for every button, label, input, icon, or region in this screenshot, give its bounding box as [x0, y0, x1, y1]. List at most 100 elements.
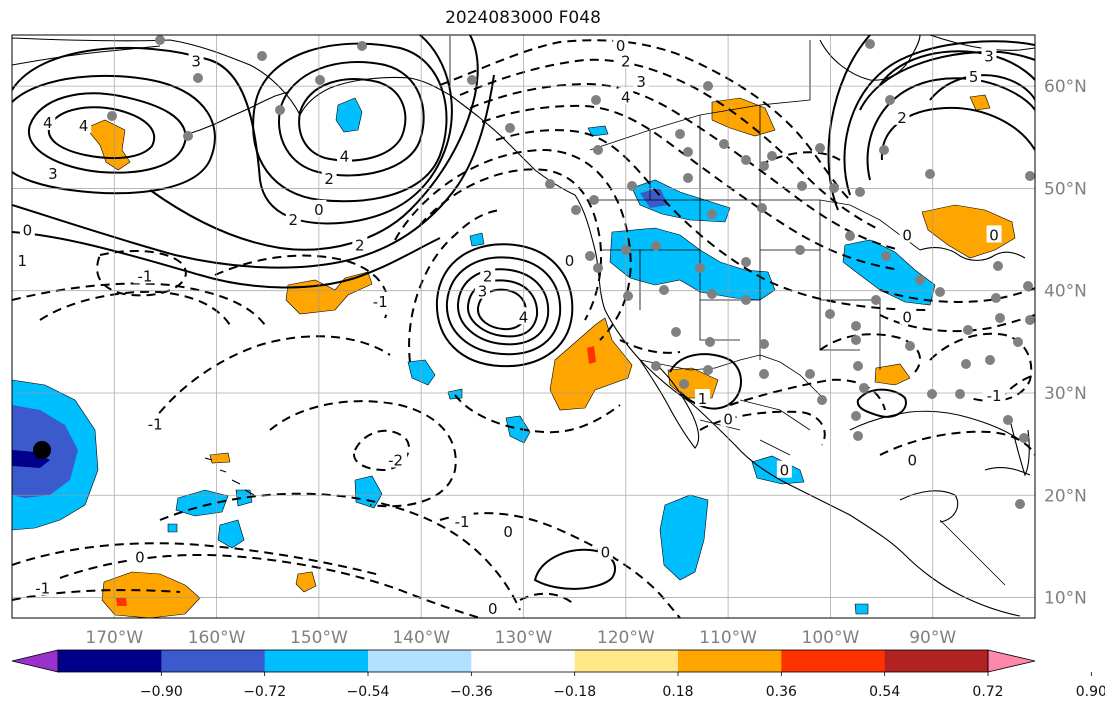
contour-label-bg — [720, 409, 736, 427]
colorbar-tick-labels: −0.90 −0.72 −0.54 −0.36 −0.18 0.18 0.36 0.54 0.7… — [140, 672, 1105, 700]
contour-label: 0 — [601, 544, 611, 562]
solid-contour — [278, 61, 425, 177]
dashed-contour — [759, 151, 841, 166]
positive-anomaly-area — [874, 363, 911, 386]
lat-tick-label: 20°N — [1044, 486, 1087, 506]
lat-tick-label: 60°N — [1044, 77, 1087, 97]
contour-label-bg — [14, 251, 30, 269]
negative-anomaly-area — [167, 523, 178, 533]
contour-label: 0 — [503, 523, 513, 541]
positive-anomaly-area — [285, 271, 373, 315]
contour-label-bg — [776, 460, 792, 478]
dashed-contour — [12, 589, 181, 601]
negative-anomaly-area — [640, 188, 668, 208]
dashed-contour — [96, 249, 187, 297]
contour-label-bg — [480, 266, 496, 284]
contour-label-bg — [695, 389, 711, 407]
colorbar-segment — [678, 650, 782, 672]
contour-label-bg — [894, 107, 910, 125]
contour-label: 0 — [902, 226, 912, 244]
contour-label-bg — [904, 450, 920, 468]
negative-anomaly-area — [447, 388, 463, 400]
lat-tick-label: 50°N — [1044, 179, 1087, 199]
colorbar — [11, 649, 1036, 673]
contour-label-bg — [613, 36, 629, 54]
colorbar-tick-label: 0.36 — [766, 684, 797, 700]
negative-anomaly-area — [217, 519, 245, 549]
contour-label-bg — [500, 522, 516, 540]
colorbar-frame — [57, 649, 989, 673]
lon-tick-label: 100°W — [802, 628, 860, 648]
map-title: 2024083000 F048 — [445, 8, 601, 28]
contour-label: 3 — [191, 53, 201, 71]
contour-label-bg — [475, 281, 491, 299]
colorbar-segment — [368, 650, 472, 672]
solid-contour — [929, 74, 1035, 101]
contour-label: 1 — [698, 390, 708, 408]
contour-label-bg — [618, 87, 634, 105]
contour-label-bg — [597, 542, 613, 560]
map-frame — [11, 34, 1036, 619]
dashed-contour — [699, 410, 826, 446]
contour-label: 3 — [984, 47, 994, 65]
florida — [1009, 419, 1030, 477]
contour-label: 0 — [780, 462, 790, 480]
contour-label: -2 — [388, 451, 403, 469]
contour-label-bg — [336, 146, 352, 164]
solid-contour — [533, 548, 617, 590]
dashed-contour — [12, 542, 381, 576]
contour-label: 2 — [483, 267, 493, 285]
contour-label-bg — [368, 291, 392, 309]
contour-label: 2 — [897, 109, 907, 127]
dashed-contour — [469, 82, 901, 251]
positive-anomaly-area — [101, 571, 201, 618]
bering-coast — [12, 45, 161, 66]
positive-anomaly-area — [549, 317, 633, 411]
contour-label-bg — [143, 414, 167, 432]
negative-anomaly-area-deep — [12, 450, 50, 468]
contour-label: 3 — [48, 165, 58, 183]
solid-contour — [149, 35, 479, 251]
lon-tick-label: 150°W — [290, 628, 348, 648]
canada-provinces — [589, 40, 811, 200]
solid-contour — [435, 243, 574, 368]
lat-tick-label: 10°N — [1044, 589, 1087, 609]
contour-label-bg — [321, 169, 337, 187]
contour-label: -1 — [138, 267, 153, 285]
colorbar-tick-label: 0.18 — [662, 684, 693, 700]
colorbar-segment — [781, 650, 886, 672]
contour-label-bg — [76, 116, 92, 134]
zero-contour — [12, 231, 441, 289]
contour-label-bg — [45, 164, 61, 182]
hawaii — [204, 457, 255, 496]
solid-contour — [12, 74, 495, 269]
lon-tick-label: 160°W — [188, 628, 246, 648]
lon-tick-label: 140°W — [392, 628, 450, 648]
dashed-contour — [879, 430, 1035, 456]
contour-label: 0 — [989, 226, 999, 244]
positive-anomaly-area — [209, 452, 231, 464]
negative-anomaly-area — [854, 603, 869, 615]
lat-tick-label: 30°N — [1044, 384, 1087, 404]
us-canada-border — [590, 199, 921, 251]
central-america — [939, 519, 1006, 586]
positive-anomaly-area — [295, 571, 317, 593]
solid-contour — [12, 74, 216, 195]
dashed-contour — [159, 492, 521, 611]
colorbar-tick-label: 0.72 — [972, 684, 1003, 700]
lon-tick-label: 170°W — [85, 628, 143, 648]
lon-tick-label: 130°W — [495, 628, 553, 648]
contour-label: 0 — [565, 252, 575, 270]
negative-anomaly-area — [505, 415, 531, 444]
contour-label: 2 — [355, 237, 365, 255]
solid-contour — [880, 106, 1035, 161]
lon-tick-label: 120°W — [597, 628, 655, 648]
station-markers — [107, 35, 1035, 509]
colorbar-tick-label: −0.90 — [140, 684, 183, 700]
contour-label-bg — [384, 450, 408, 468]
contour-lines — [12, 35, 1035, 590]
positive-anomaly-area-core — [587, 346, 596, 364]
colorbar-tick-label: −0.18 — [553, 684, 596, 700]
colorbar-tick-label: −0.36 — [450, 684, 493, 700]
